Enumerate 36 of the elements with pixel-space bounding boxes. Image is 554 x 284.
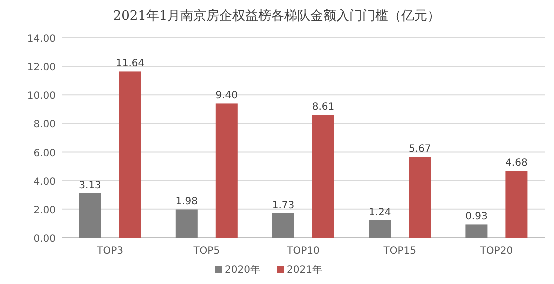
data-label: 1.98: [176, 196, 198, 208]
x-tick-label: TOP15: [382, 246, 416, 257]
bar: [79, 193, 102, 238]
bar: [409, 157, 432, 238]
y-tick-label: 12.00: [27, 62, 56, 74]
y-tick-label: 8.00: [34, 120, 56, 131]
y-tick-label: 14.00: [27, 34, 56, 45]
y-tick-label: 0.00: [34, 234, 56, 245]
data-label: 8.61: [312, 102, 335, 113]
data-label: 1.73: [272, 200, 295, 212]
legend-label: 2021年: [287, 264, 322, 276]
data-label: 0.93: [466, 212, 488, 223]
bar: [216, 104, 238, 238]
y-tick-label: 10.00: [27, 91, 56, 102]
data-label: 5.67: [408, 144, 432, 155]
legend-label: 2020年: [225, 264, 260, 276]
bar: [369, 220, 392, 238]
chart-title: 2021年1月南京房企权益榜各梯队金额入门门槛（亿元）: [113, 8, 441, 24]
y-tick-label: 2.00: [34, 205, 56, 216]
bar: [272, 213, 294, 238]
bar: [176, 210, 198, 238]
x-tick-label: TOP5: [192, 246, 220, 257]
bar: [506, 171, 528, 238]
data-label: 4.68: [506, 158, 528, 170]
data-label: 11.64: [116, 58, 145, 70]
bar: [466, 224, 488, 238]
x-tick-label: TOP3: [96, 246, 124, 257]
data-label: 1.24: [368, 207, 392, 218]
bar: [119, 72, 142, 238]
data-label: 3.13: [79, 180, 102, 192]
y-tick-label: 4.00: [34, 176, 56, 188]
data-label: 9.40: [216, 90, 238, 102]
y-tick-label: 6.00: [34, 148, 56, 160]
x-tick-label: TOP10: [286, 246, 320, 257]
bar: [312, 115, 334, 238]
x-tick-label: TOP20: [479, 246, 514, 257]
